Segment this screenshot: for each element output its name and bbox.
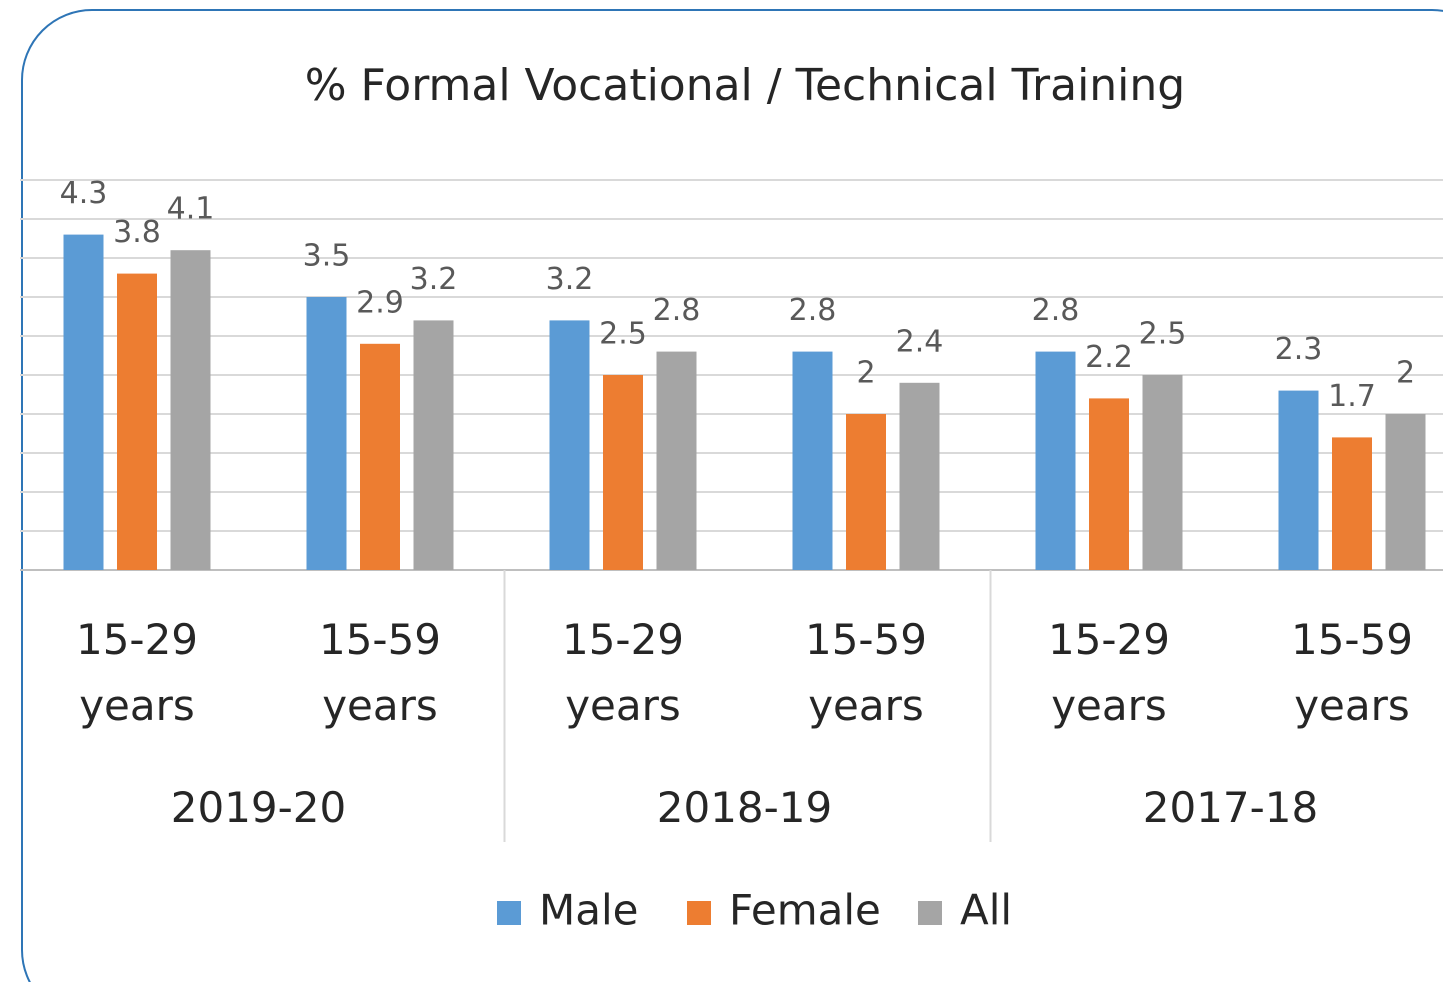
group-label: 2017-18 — [1142, 783, 1319, 832]
bar — [1142, 375, 1183, 570]
bar — [792, 351, 833, 570]
data-label: 1.7 — [1328, 379, 1376, 414]
bar — [1332, 437, 1372, 570]
data-label: 2.9 — [356, 285, 404, 320]
x-tick-label: 15-29 years — [561, 615, 685, 730]
data-label: 3.8 — [113, 215, 161, 250]
data-label: 2.3 — [1275, 332, 1323, 367]
data-label: 2.8 — [1032, 293, 1080, 328]
data-label: 2.8 — [653, 293, 701, 328]
bar — [1089, 398, 1129, 570]
bar — [63, 234, 104, 570]
data-label: 3.2 — [546, 262, 594, 297]
legend-swatch — [687, 901, 711, 925]
data-label: 2.8 — [789, 293, 837, 328]
x-tick-label: 15-29 years — [75, 615, 199, 730]
bar — [656, 351, 697, 570]
chart-title: % Formal Vocational / Technical Training — [305, 60, 1185, 111]
bar — [360, 343, 400, 570]
group-label: 2019-20 — [170, 783, 347, 832]
legend-label: Female — [729, 886, 881, 935]
bar — [1035, 351, 1076, 570]
legend-swatch — [497, 901, 521, 925]
data-label: 2 — [1396, 356, 1415, 391]
bar — [846, 414, 886, 570]
x-tick-label: 15-29 years — [1047, 615, 1171, 730]
group-label: 2018-19 — [656, 783, 833, 832]
data-label: 4.3 — [60, 176, 108, 211]
frame — [21, 9, 1443, 982]
x-tick-label: 15-59 years — [1290, 615, 1414, 730]
data-label: 4.1 — [167, 192, 215, 227]
x-tick-label: 15-59 years — [804, 615, 928, 730]
data-label: 2 — [856, 356, 875, 391]
bar — [413, 320, 454, 570]
legend-label: All — [960, 886, 1012, 935]
data-label: 2.2 — [1085, 340, 1133, 375]
legend-label: Male — [539, 886, 638, 935]
bar — [549, 320, 590, 570]
bar — [117, 273, 157, 570]
legend-swatch — [918, 901, 942, 925]
bar — [899, 382, 940, 570]
bar — [1278, 390, 1319, 570]
data-label: 2.5 — [599, 317, 647, 352]
bar — [306, 297, 347, 570]
x-tick-label: 15-59 years — [318, 615, 442, 730]
bar — [603, 375, 643, 570]
bar — [170, 250, 211, 570]
data-label: 3.2 — [410, 262, 458, 297]
bar — [1385, 414, 1426, 570]
data-label: 2.4 — [896, 324, 944, 359]
data-label: 2.5 — [1139, 317, 1187, 352]
data-label: 3.5 — [303, 239, 351, 274]
